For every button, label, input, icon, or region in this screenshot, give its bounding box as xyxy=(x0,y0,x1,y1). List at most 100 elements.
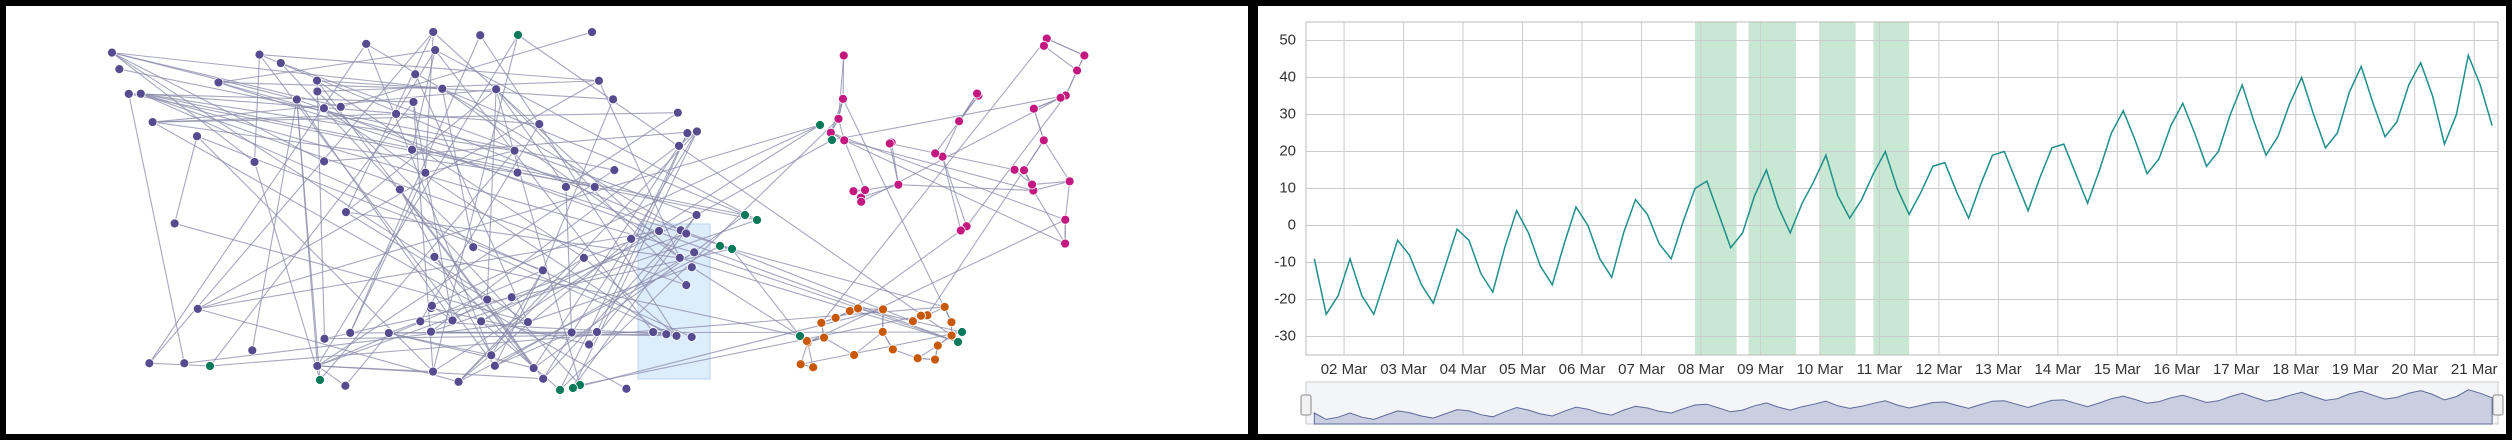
node xyxy=(878,304,888,315)
node xyxy=(626,233,636,244)
x-tick-label: 17 Mar xyxy=(2213,361,2260,378)
edge xyxy=(317,169,615,367)
node xyxy=(589,182,600,192)
node xyxy=(426,326,436,337)
edge xyxy=(442,88,746,216)
edge xyxy=(420,320,667,335)
node xyxy=(1038,135,1049,146)
edge xyxy=(1043,45,1078,71)
edge xyxy=(345,211,488,301)
y-tick-label: 50 xyxy=(1279,31,1296,48)
x-tick-label: 03 Mar xyxy=(1380,361,1427,378)
node xyxy=(319,156,330,167)
node xyxy=(383,328,394,338)
edge xyxy=(807,219,1066,343)
edge xyxy=(517,34,952,336)
node xyxy=(568,383,578,393)
node xyxy=(123,88,134,99)
node xyxy=(727,244,737,254)
node xyxy=(692,126,702,137)
edge xyxy=(254,161,321,381)
node xyxy=(681,280,692,291)
node xyxy=(972,88,982,99)
node xyxy=(249,157,260,167)
edge xyxy=(823,337,855,356)
node xyxy=(247,345,258,356)
node xyxy=(114,64,125,75)
node xyxy=(395,184,405,195)
node xyxy=(420,167,431,178)
node xyxy=(1027,179,1037,190)
series-line xyxy=(1313,52,2493,317)
edge xyxy=(820,38,1048,324)
x-tick-label: 09 Mar xyxy=(1737,361,1784,378)
node xyxy=(689,247,700,258)
node xyxy=(893,179,904,190)
edge xyxy=(128,93,185,364)
node xyxy=(391,108,401,119)
node xyxy=(661,329,672,340)
edge xyxy=(486,89,497,300)
edge xyxy=(696,139,833,216)
node xyxy=(428,366,438,377)
edge xyxy=(324,333,667,340)
node xyxy=(752,215,762,225)
edge xyxy=(458,245,721,383)
node xyxy=(345,327,356,338)
edge xyxy=(218,49,436,83)
edge xyxy=(111,52,255,163)
node xyxy=(853,303,863,314)
node xyxy=(609,165,620,175)
node xyxy=(654,226,664,236)
x-tick-label: 14 Mar xyxy=(2034,361,2081,378)
node xyxy=(844,306,855,316)
x-tick-label: 11 Mar xyxy=(1857,361,1903,378)
edge xyxy=(259,54,681,231)
node xyxy=(408,97,419,107)
edge xyxy=(565,186,573,333)
edge xyxy=(218,81,733,250)
node xyxy=(954,116,964,127)
edge xyxy=(486,299,535,369)
node xyxy=(335,101,346,112)
x-tick-label: 16 Mar xyxy=(2153,361,2200,378)
node xyxy=(594,75,604,86)
node xyxy=(672,107,683,118)
plot-border xyxy=(1305,21,2499,356)
node xyxy=(838,93,848,104)
edge xyxy=(140,93,515,152)
node xyxy=(912,353,923,364)
edge xyxy=(864,184,899,191)
node xyxy=(674,252,685,263)
edge xyxy=(458,257,585,383)
edge xyxy=(598,80,681,259)
node xyxy=(827,135,837,145)
edge xyxy=(316,34,519,367)
node xyxy=(691,210,702,220)
node xyxy=(682,128,693,139)
node xyxy=(946,317,957,328)
edge xyxy=(388,320,421,334)
node xyxy=(946,330,957,341)
edge xyxy=(434,49,758,221)
node xyxy=(681,228,692,239)
node xyxy=(686,332,697,342)
edge xyxy=(432,34,519,372)
node xyxy=(512,167,523,178)
node xyxy=(537,265,548,276)
edge xyxy=(197,124,821,310)
edge xyxy=(184,321,528,364)
edge xyxy=(1032,190,1066,244)
x-tick-label: 05 Mar xyxy=(1499,361,1546,378)
edge xyxy=(152,121,518,174)
node xyxy=(315,375,325,385)
node xyxy=(1028,103,1039,114)
x-tick-label: 13 Mar xyxy=(1975,361,2022,378)
edge xyxy=(1031,180,1070,186)
node xyxy=(410,69,421,80)
node xyxy=(534,119,545,130)
edge xyxy=(495,89,581,386)
node xyxy=(213,77,224,88)
edge xyxy=(317,91,474,248)
